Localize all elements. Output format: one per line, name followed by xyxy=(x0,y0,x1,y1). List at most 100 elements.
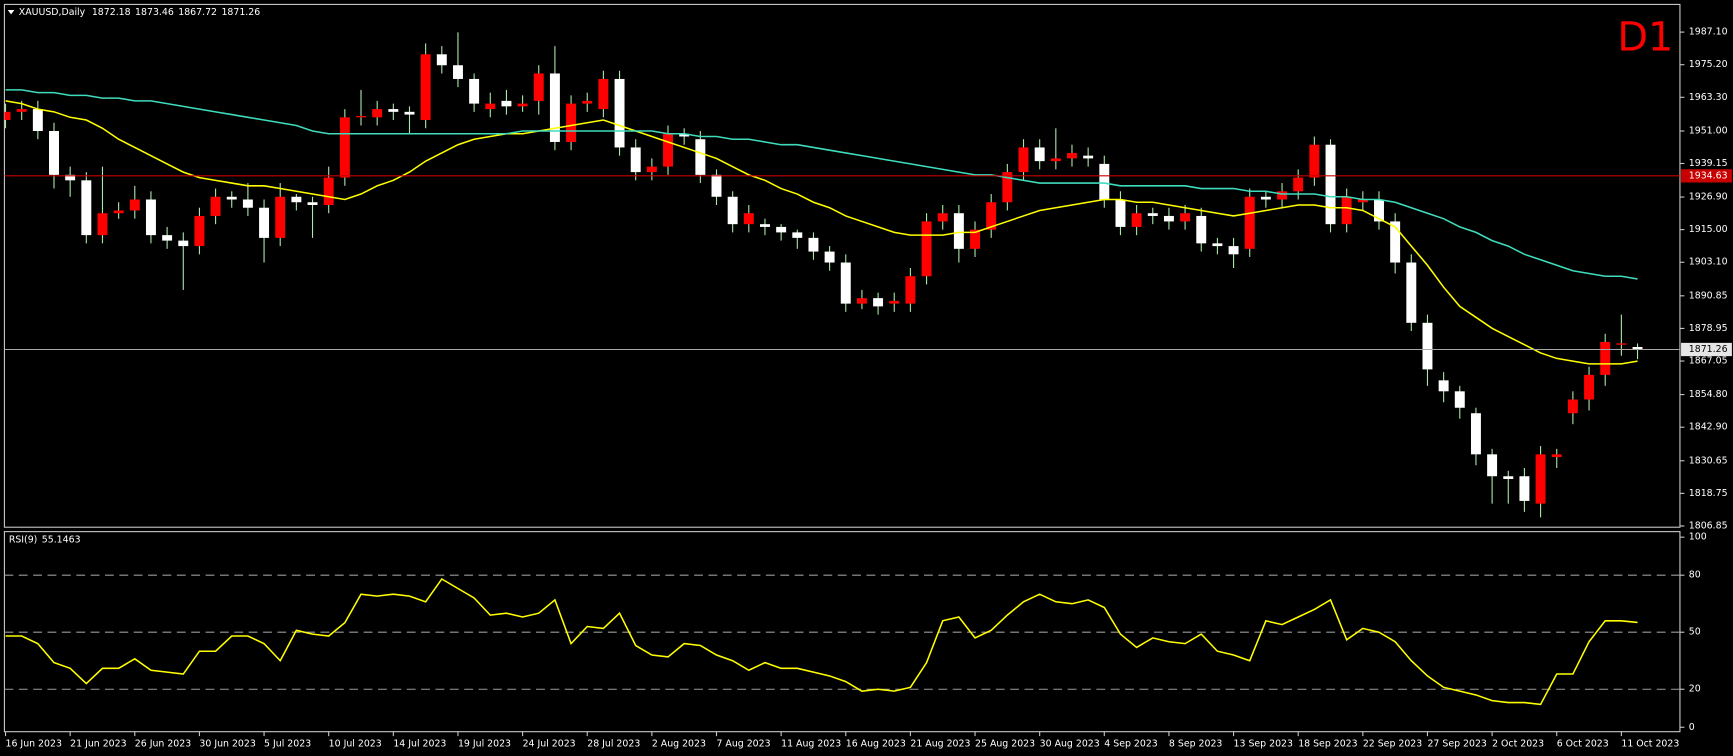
rsi-header: RSI(9) 55.1463 xyxy=(9,534,81,545)
candle-body xyxy=(760,224,770,227)
candle-body xyxy=(582,100,593,104)
candle-body xyxy=(1470,413,1481,455)
candle-body xyxy=(921,221,932,277)
candle-body xyxy=(1600,341,1611,375)
y-tick-label: 1806.85 xyxy=(1689,520,1728,531)
candle-body xyxy=(630,147,641,173)
y-tick-label: 20 xyxy=(1689,684,1701,695)
y-tick-label: 1951.00 xyxy=(1689,126,1728,137)
y-tick-label: 1818.75 xyxy=(1689,488,1728,499)
candle-body xyxy=(356,115,366,118)
candle-body xyxy=(808,237,819,252)
y-tick-label: 1830.65 xyxy=(1689,455,1728,466)
candle-body xyxy=(291,196,302,203)
candle-body xyxy=(646,166,657,173)
ohlc-open: 1872.18 xyxy=(92,7,131,18)
x-tick-label: 5 Jul 2023 xyxy=(264,738,311,749)
price-ticks: 1987.10 1975.20 1963.30 1951.00 1939.15 1926.… xyxy=(1679,27,1732,531)
candle-body xyxy=(679,133,690,137)
chart-header: XAUUSD,Daily 1872.18 1873.46 1867.72 1871.26 xyxy=(19,7,260,18)
candles xyxy=(4,32,1680,518)
candle-body xyxy=(49,131,59,175)
rsi-plot xyxy=(4,574,1680,706)
y-tick-label: 1903.10 xyxy=(1689,257,1728,268)
candle-body xyxy=(1180,213,1191,222)
candle-body xyxy=(4,111,11,121)
candle-body xyxy=(1067,152,1077,159)
candle-body xyxy=(307,202,318,205)
y-tick-label: 1890.85 xyxy=(1689,290,1728,301)
candle-body xyxy=(1341,196,1352,225)
x-tick-label: 27 Sep 2023 xyxy=(1427,738,1486,749)
candle-body xyxy=(1115,199,1126,227)
x-tick-label: 14 Jul 2023 xyxy=(393,738,446,749)
candle-body xyxy=(420,54,431,121)
y-tick-label: 50 xyxy=(1689,627,1701,638)
candle-body xyxy=(856,298,867,304)
candle-body xyxy=(81,180,92,236)
candle-body xyxy=(1535,454,1546,504)
candle-body xyxy=(404,111,415,115)
y-tick-label: 1926.90 xyxy=(1689,192,1728,203)
candle-body xyxy=(1632,346,1643,350)
candle-body xyxy=(792,232,803,238)
candle-body xyxy=(953,213,964,249)
candle-body xyxy=(1034,147,1045,162)
candle-body xyxy=(1519,476,1530,501)
candle-body xyxy=(566,103,577,142)
candle-body xyxy=(743,213,754,225)
x-tick-label: 16 Jun 2023 xyxy=(6,738,62,749)
candle-body xyxy=(1002,172,1013,203)
candle-body xyxy=(145,199,156,236)
candle-body xyxy=(97,213,108,236)
candle-body xyxy=(905,276,916,304)
candle-body xyxy=(485,103,496,110)
x-tick-label: 11 Aug 2023 xyxy=(781,738,841,749)
candle-body xyxy=(1309,144,1320,178)
candle-body xyxy=(1406,262,1417,323)
x-tick-label: 18 Sep 2023 xyxy=(1298,738,1357,749)
x-tick-label: 30 Jun 2023 xyxy=(199,738,255,749)
candle-body xyxy=(1357,199,1368,203)
candle-body xyxy=(1099,163,1110,200)
candle-body xyxy=(323,177,334,205)
rsi-ticks: 0 20 50 80 100 xyxy=(1679,532,1707,733)
candle-body xyxy=(226,196,237,200)
x-tick-label: 8 Sep 2023 xyxy=(1169,738,1222,749)
x-tick-label: 7 Aug 2023 xyxy=(716,738,770,749)
candle-body xyxy=(824,251,835,263)
hline-label: 1934.63 xyxy=(1689,170,1728,181)
candle-body xyxy=(1228,246,1239,255)
candle-body xyxy=(873,298,884,307)
candle-body xyxy=(614,78,625,148)
candle-body xyxy=(1131,213,1142,227)
candle-body xyxy=(1567,399,1578,414)
candle-body xyxy=(32,109,43,132)
ohlc-high: 1873.46 xyxy=(135,7,174,18)
y-tick-label: 1939.15 xyxy=(1689,158,1728,169)
rsi-line xyxy=(5,577,1638,706)
candle-body xyxy=(1487,454,1498,477)
moving-average xyxy=(5,89,1638,280)
x-tick-label: 16 Aug 2023 xyxy=(846,738,906,749)
candle-body xyxy=(388,109,399,112)
candle-body xyxy=(1083,155,1094,159)
candle-body xyxy=(970,229,981,249)
candle-body xyxy=(16,109,27,112)
candle-body xyxy=(1196,215,1207,244)
x-tick-label: 10 Jul 2023 xyxy=(329,738,382,749)
x-tick-label: 11 Oct 2023 xyxy=(1621,738,1679,749)
x-tick-label: 30 Aug 2023 xyxy=(1040,738,1100,749)
candle-body xyxy=(1454,391,1465,408)
x-tick-label: 26 Jun 2023 xyxy=(135,738,191,749)
candle-body xyxy=(372,109,383,118)
candle-body xyxy=(889,300,900,304)
candle-body xyxy=(1616,343,1627,345)
ohlc-close: 1871.26 xyxy=(221,7,260,18)
candle-body xyxy=(598,78,609,110)
candle-body xyxy=(695,139,706,175)
candle-body xyxy=(1050,158,1061,162)
